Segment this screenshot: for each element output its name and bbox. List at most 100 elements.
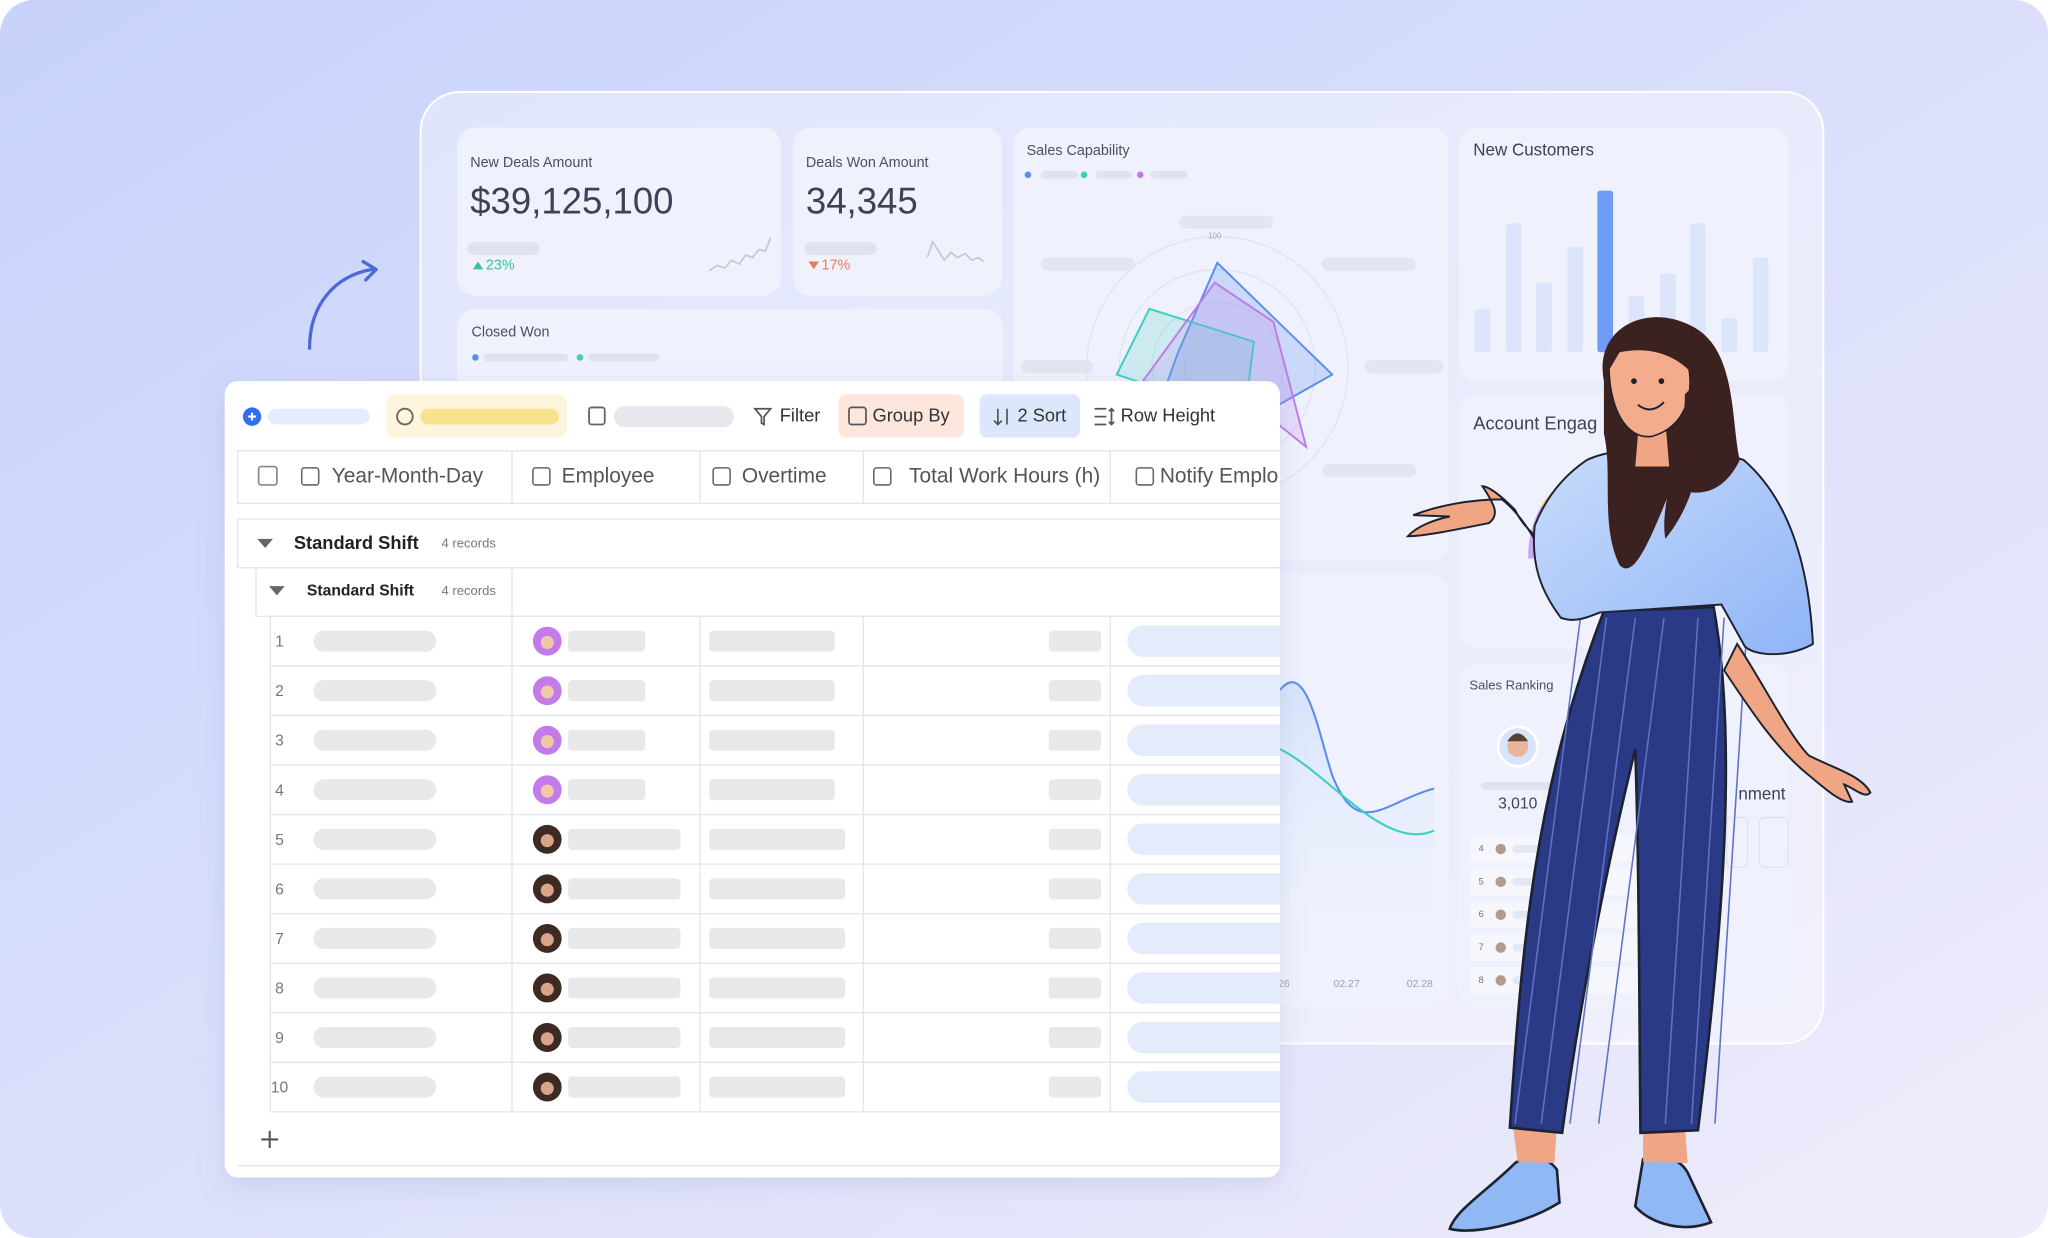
sort-button[interactable] (979, 394, 1081, 438)
row-number: 6 (275, 881, 284, 898)
notify-pill (1127, 674, 1280, 707)
row-number: 9 (275, 1030, 284, 1047)
placeholder-bar (313, 680, 437, 702)
label: Closed Won (472, 324, 550, 340)
groupby-icon (848, 406, 867, 426)
toolbar-button[interactable]: Row Height (1121, 404, 1215, 425)
placeholder-bar (313, 630, 437, 652)
employee-face (540, 1032, 554, 1046)
rank-avatar (1495, 975, 1506, 986)
notify-pill (1127, 823, 1280, 856)
column-header[interactable]: Total Work Hours (h) (909, 465, 1100, 488)
placeholder-bar (1321, 257, 1416, 271)
placeholder-bar (568, 1076, 681, 1098)
ranking-box (1758, 816, 1789, 869)
arrowhead (361, 259, 378, 282)
label: 8 (1479, 975, 1484, 985)
placeholder-bar (568, 729, 646, 751)
column-header[interactable]: Year-Month-Day (332, 465, 484, 488)
label: 3,010 (1498, 795, 1537, 812)
placeholder-bar (1048, 828, 1102, 850)
label: Account Engag (1473, 412, 1597, 433)
notify-pill (1127, 922, 1280, 955)
label: 34,345 (806, 180, 918, 221)
employee-face (540, 635, 554, 650)
notify-pill (1127, 1071, 1280, 1103)
label: 7 (1479, 942, 1484, 952)
sort-icon (993, 408, 1008, 426)
placeholder-bar (483, 353, 569, 362)
placeholder-bar (709, 927, 846, 949)
ranking-box (1726, 816, 1749, 869)
legend-dot (576, 354, 584, 361)
notify-pill (1127, 972, 1280, 1004)
toolbar-button[interactable]: 2 Sort (1017, 404, 1066, 425)
legend-dot (1080, 171, 1088, 179)
placeholder-bar (568, 1027, 681, 1049)
placeholder-bar (420, 408, 560, 425)
placeholder-bar (709, 779, 835, 801)
placeholder-bar (709, 828, 846, 850)
placeholder-bar (313, 1027, 437, 1049)
group-count: 4 records (441, 536, 496, 551)
checkbox[interactable] (257, 465, 278, 486)
placeholder-bar (568, 630, 646, 652)
column-header[interactable]: Overtime (742, 465, 827, 488)
toolbar-button[interactable]: Group By (872, 404, 950, 425)
column-icon (300, 467, 320, 486)
placeholder-bar (709, 1027, 846, 1049)
label: Sales Capability (1027, 143, 1131, 159)
sparkline (926, 239, 985, 263)
column (1474, 308, 1491, 353)
eye (1658, 378, 1665, 385)
placeholder-bar (313, 1076, 437, 1098)
placeholder-bar (1048, 977, 1102, 999)
column-header[interactable]: Notify Emplo (1160, 465, 1278, 488)
collapse-icon[interactable] (269, 586, 285, 596)
column (1752, 257, 1769, 353)
placeholder-bar (568, 680, 646, 702)
collapse-icon[interactable] (257, 538, 273, 549)
groupby-button[interactable] (838, 394, 964, 438)
placeholder-bar (1048, 779, 1102, 801)
placeholder-bar (568, 779, 646, 801)
placeholder-bar (568, 927, 681, 949)
eye (1631, 378, 1637, 385)
label: $39,125,100 (470, 180, 673, 221)
mouth (1637, 401, 1665, 411)
ankle (1512, 1123, 1557, 1164)
label: 17% (822, 257, 851, 273)
pants-stripe (1714, 617, 1749, 1124)
arm (1722, 642, 1872, 803)
employee-face (540, 784, 554, 798)
placeholder-bar (709, 729, 835, 751)
hair-front (1606, 320, 1701, 382)
column-header[interactable]: Employee (562, 465, 655, 488)
sparkline (708, 237, 772, 272)
column (1567, 247, 1584, 353)
label: New Deals Amount (470, 155, 592, 171)
pants-stripe (1597, 617, 1665, 1124)
label: 6 (1479, 909, 1484, 919)
notify-pill (1127, 1021, 1280, 1054)
row-number: 10 (271, 1080, 289, 1097)
row-number: 3 (275, 733, 284, 750)
add-row-icon[interactable] (261, 1130, 279, 1148)
label: New Customers (1473, 141, 1594, 160)
placeholder-bar (1048, 630, 1102, 652)
filter-icon (753, 407, 773, 426)
hair-strand (1664, 381, 1703, 539)
placeholder-bar (1364, 360, 1444, 374)
plus (248, 412, 256, 421)
placeholder-bar (709, 680, 835, 702)
up-arrow (472, 261, 484, 270)
employee-face (540, 685, 554, 699)
pants-stripe (1540, 617, 1608, 1124)
rank-avatar (1495, 876, 1506, 888)
column-icon (712, 467, 731, 486)
placeholder-bar (313, 927, 437, 949)
toolbar-button[interactable]: Filter (780, 404, 821, 425)
employee-face (540, 933, 554, 947)
